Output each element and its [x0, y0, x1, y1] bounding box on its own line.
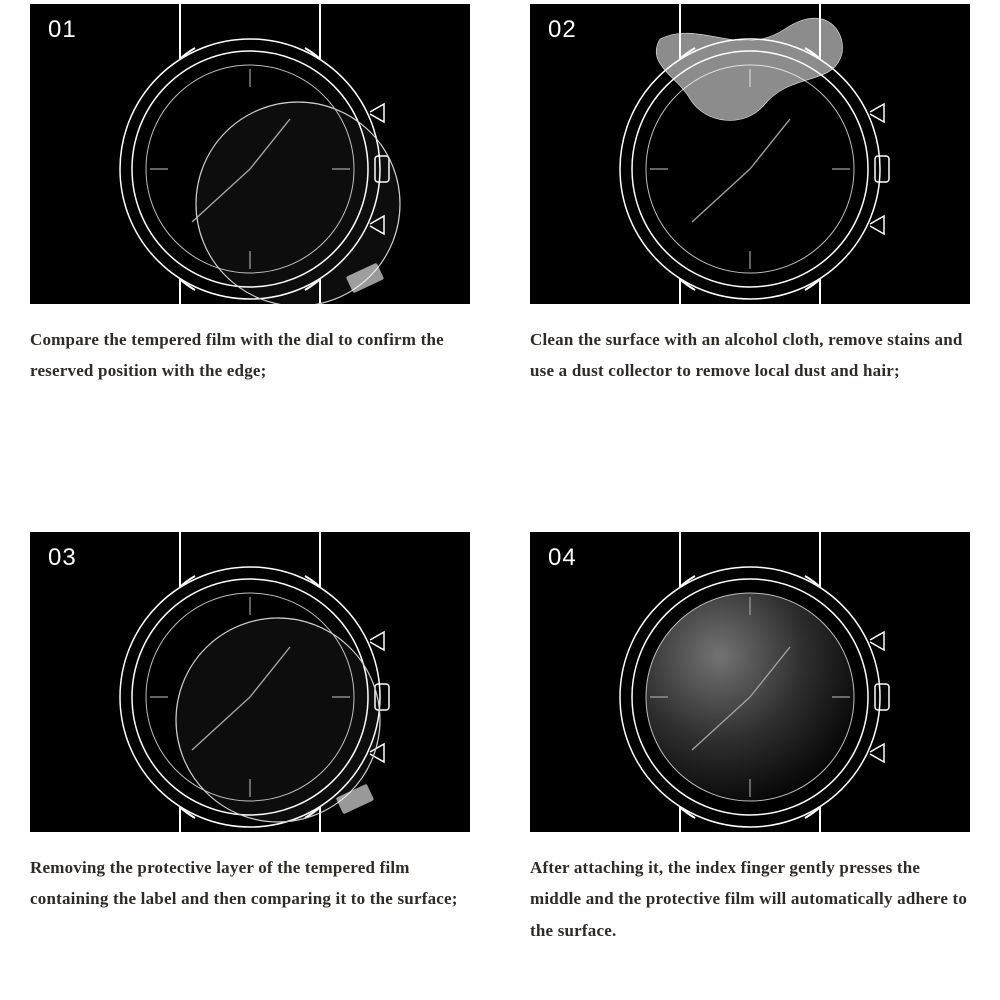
step-panel-03: 03: [30, 532, 470, 832]
step-number: 03: [48, 544, 77, 572]
step-cell-01: 01 Compare the tempered film with the di…: [0, 0, 500, 500]
step-illustration-02: [530, 4, 970, 304]
step-cell-02: 02 Clean the surface with an alcohol clo…: [500, 0, 1000, 500]
step-caption: Removing the protective layer of the tem…: [30, 852, 470, 915]
step-number: 01: [48, 16, 77, 44]
step-panel-04: 04: [530, 532, 970, 832]
step-illustration-04: [530, 532, 970, 832]
step-illustration-01: [30, 4, 470, 304]
step-cell-04: 04 After attaching it, the index finger …: [500, 500, 1000, 1000]
step-caption: Clean the surface with an alcohol cloth,…: [530, 324, 970, 387]
step-number: 02: [548, 16, 577, 44]
instruction-grid: 01 Compare the tempered film with the di…: [0, 0, 1000, 1000]
step-illustration-03: [30, 532, 470, 832]
step-panel-02: 02: [530, 4, 970, 304]
step-panel-01: 01: [30, 4, 470, 304]
step-cell-03: 03 Removing the protective layer of the …: [0, 500, 500, 1000]
step-number: 04: [548, 544, 577, 572]
step-caption: Compare the tempered film with the dial …: [30, 324, 470, 387]
step-caption: After attaching it, the index finger gen…: [530, 852, 970, 946]
